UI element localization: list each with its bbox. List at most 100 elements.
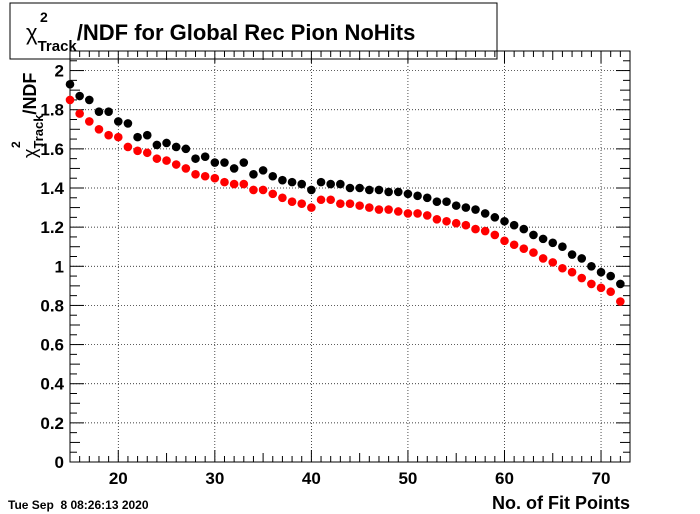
data-point: [365, 185, 374, 195]
x-tick-label: 20: [109, 469, 128, 488]
y-tick-label: 1.6: [40, 140, 64, 159]
x-tick-label: 50: [398, 469, 417, 488]
data-point: [442, 216, 451, 226]
data-point: [94, 107, 104, 116]
data-point: [403, 189, 413, 199]
data-point: [65, 95, 75, 105]
data-point: [451, 218, 461, 228]
y-tick-label: 0.6: [40, 336, 64, 355]
data-point: [567, 267, 577, 277]
data-point: [65, 79, 75, 89]
data-point: [461, 220, 471, 230]
data-point: [133, 132, 142, 142]
data-point: [220, 177, 229, 187]
data-point: [239, 158, 249, 167]
ylabel-subscript: Track: [31, 114, 46, 149]
data-point: [181, 144, 191, 154]
data-point: [220, 158, 229, 167]
data-point: [596, 267, 606, 277]
data-point: [316, 177, 326, 187]
data-point: [519, 244, 529, 253]
title-subscript: Track: [38, 38, 78, 55]
data-point: [181, 164, 191, 173]
data-point: [191, 154, 200, 163]
svg-text:χTrack/NDF: χTrack/NDF: [20, 73, 46, 158]
data-point: [529, 230, 538, 240]
data-point: [85, 95, 94, 105]
data-point: [307, 203, 316, 212]
data-point: [229, 179, 239, 189]
data-point: [326, 195, 335, 205]
series-2: [65, 95, 625, 306]
data-point: [596, 283, 606, 293]
data-point: [422, 193, 432, 203]
data-point: [500, 236, 509, 246]
data-point: [239, 179, 249, 189]
data-point: [480, 226, 490, 236]
data-point: [442, 197, 451, 206]
data-point: [191, 170, 200, 179]
x-tick-label: 60: [495, 469, 514, 488]
data-point: [113, 132, 123, 142]
data-point: [210, 173, 220, 183]
data-point: [113, 117, 123, 126]
title-superscript: 2: [40, 9, 48, 25]
data-point: [393, 187, 403, 197]
y-axis: 0 0.2 0.4 0.6 0.8 1 1.2 1.4 1.6 1.8 2: [40, 50, 630, 472]
chart-title: χTrack/NDF for Global Rec Pion NoHits: [26, 20, 415, 55]
data-point: [480, 209, 490, 218]
data-point: [152, 140, 162, 150]
data-point: [461, 203, 471, 212]
data-point: [616, 279, 625, 289]
data-point: [297, 179, 307, 189]
data-point: [162, 156, 171, 165]
title-box: [9, 2, 498, 60]
data-point: [365, 203, 374, 212]
data-point: [104, 130, 113, 140]
data-point: [432, 215, 442, 224]
data-point: [258, 166, 268, 175]
data-point: [548, 258, 558, 267]
data-markers: [65, 79, 625, 306]
y-tick-label: 0: [55, 453, 64, 472]
data-point: [374, 185, 384, 195]
x-axis-title: No. of Fit Points: [492, 493, 630, 513]
y-tick-label: 1.4: [40, 179, 64, 198]
data-point: [268, 171, 278, 181]
data-point: [558, 242, 567, 252]
data-point: [249, 170, 258, 179]
y-tick-label: 2: [55, 62, 64, 81]
data-point: [567, 250, 577, 259]
y-tick-label: 0.2: [40, 414, 64, 433]
data-point: [587, 261, 596, 271]
y-tick-label: 0.4: [40, 375, 64, 394]
x-tick-label: 30: [205, 469, 224, 488]
data-point: [268, 189, 278, 199]
y-tick-label: 1: [55, 257, 64, 276]
data-point: [142, 148, 152, 158]
data-point: [326, 179, 335, 189]
series-1: [65, 79, 625, 289]
y-axis-title: χTrack/NDF 2: [9, 73, 46, 158]
data-point: [287, 177, 297, 187]
data-point: [278, 175, 287, 185]
data-point: [384, 205, 393, 214]
data-point: [229, 164, 239, 173]
data-point: [171, 142, 181, 152]
data-point: [171, 160, 181, 169]
data-point: [490, 230, 500, 240]
data-point: [316, 195, 326, 205]
data-point: [142, 130, 152, 140]
y-tick-label: 0.8: [40, 296, 64, 315]
data-point: [374, 205, 384, 214]
data-point: [345, 199, 355, 208]
ylabel-symbol: χ: [20, 148, 40, 158]
data-point: [471, 205, 480, 214]
data-point: [162, 138, 171, 148]
data-point: [384, 187, 393, 197]
data-point: [94, 124, 104, 134]
data-point: [307, 185, 316, 195]
data-point: [297, 199, 307, 208]
data-point: [587, 279, 596, 289]
